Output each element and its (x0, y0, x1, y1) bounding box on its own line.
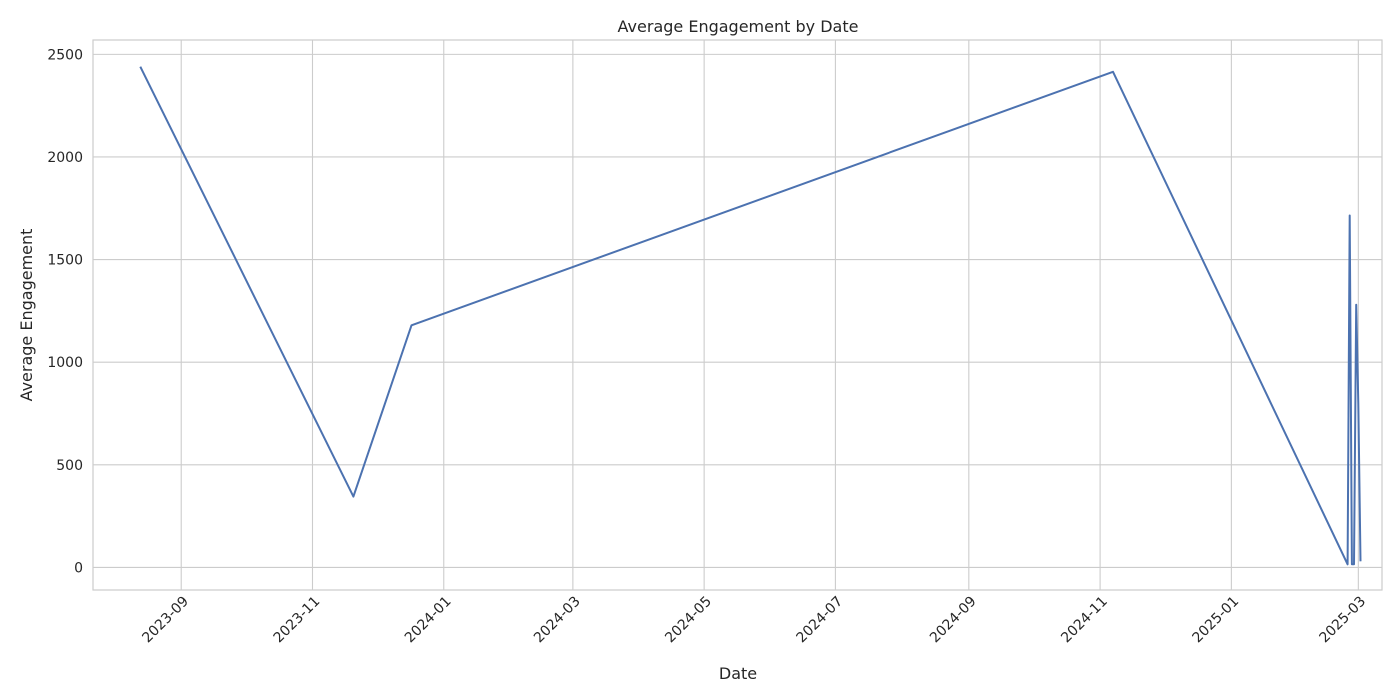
x-tick-label: 2025-03 (1316, 594, 1369, 647)
y-tick-label: 500 (56, 458, 83, 474)
x-tick-label: 2024-01 (402, 594, 455, 647)
y-tick-label: 1000 (47, 355, 83, 371)
x-tick-label: 2024-07 (794, 594, 847, 647)
x-tick-label: 2023-09 (139, 594, 192, 647)
x-tick-label: 2025-01 (1190, 594, 1243, 647)
chart-title: Average Engagement by Date (618, 17, 859, 36)
plot-frame (92, 39, 1383, 591)
series-layer (139, 66, 1362, 566)
x-tick-label: 2024-03 (531, 594, 584, 647)
y-tick-label: 0 (74, 560, 83, 576)
series-line (139, 66, 1362, 566)
x-axis-label: Date (719, 664, 757, 683)
y-axis-label: Average Engagement (17, 229, 36, 402)
y-axis-ticks: 0 500 1000 1500 2000 2500 (47, 47, 83, 576)
x-tick-label: 2023-11 (271, 594, 324, 647)
y-tick-label: 1500 (47, 253, 83, 269)
grid (93, 40, 1382, 590)
x-tick-label: 2024-09 (927, 594, 980, 647)
y-tick-label: 2500 (47, 47, 83, 63)
x-axis-ticks: 2023-09 2023-11 2024-01 2024-03 2024-05 2024-… (139, 594, 1369, 647)
x-tick-label: 2024-11 (1058, 594, 1111, 647)
y-tick-label: 2000 (47, 150, 83, 166)
x-tick-label: 2024-05 (662, 594, 715, 647)
